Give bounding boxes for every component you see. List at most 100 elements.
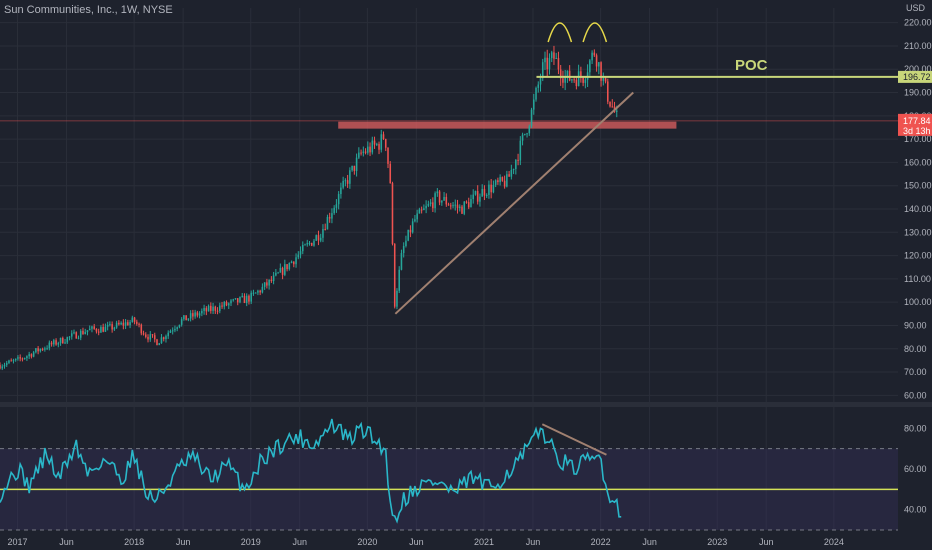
x-tick-label: 2020 [357, 537, 377, 547]
candle-body [221, 305, 223, 307]
candle-body [378, 143, 380, 150]
candle-body [519, 140, 522, 161]
candle-body [207, 305, 210, 312]
candle-body [355, 157, 358, 171]
candle-body [483, 188, 486, 196]
candle-body [234, 298, 237, 300]
rsi-y-tick-label: 60.00 [904, 464, 927, 474]
candle-body [559, 69, 562, 79]
candle-body [192, 313, 194, 317]
candle-body [470, 199, 472, 208]
y-tick-label: 110.00 [904, 274, 931, 284]
candle-body [223, 302, 226, 307]
candle-body [53, 340, 55, 345]
candle-body [443, 196, 445, 201]
price-tag-label: 177.84 [903, 116, 931, 126]
candle-body [167, 332, 169, 337]
candle-body [30, 354, 33, 357]
candle-body [607, 81, 609, 102]
price-tag [898, 113, 932, 136]
candle-body [180, 319, 183, 325]
chart-title: Sun Communities, Inc., 1W, NYSE [4, 4, 173, 16]
candle-body [232, 299, 235, 301]
x-tick-label: Jun [759, 537, 774, 547]
candle-body [219, 305, 221, 312]
candle-body [214, 306, 217, 311]
candle-body [557, 57, 560, 70]
candle-body [28, 354, 30, 357]
candle-body [86, 330, 89, 333]
x-tick-label: 2024 [824, 537, 844, 547]
candle-body [537, 84, 540, 88]
y-tick-label: 100.00 [904, 297, 932, 307]
candle-body [301, 244, 304, 252]
candle-body [185, 315, 187, 321]
candle-body [210, 305, 212, 311]
candle-body [129, 322, 131, 326]
candle-body [396, 290, 398, 307]
candle-body [156, 339, 158, 346]
candle-body [479, 196, 481, 202]
candle-body [151, 334, 154, 336]
candle-body [162, 337, 165, 340]
candle-body [41, 348, 44, 350]
double-top-arc [547, 22, 573, 43]
y-tick-label: 200.00 [904, 64, 932, 74]
grid [0, 8, 932, 530]
candle-body [463, 201, 466, 214]
trendline [394, 91, 634, 315]
y-tick-label: 170.00 [904, 134, 932, 144]
x-tick-label: 2019 [241, 537, 261, 547]
candle-body [434, 193, 436, 209]
candle-body [326, 217, 329, 230]
candle-body [351, 165, 353, 171]
rsi-divergence-line [541, 423, 607, 456]
x-tick-label: Jun [176, 537, 191, 547]
candle-body [476, 191, 479, 202]
countdown-tag-label: 3d 13h [903, 126, 931, 136]
candle-body [380, 134, 383, 150]
candle-body [212, 306, 214, 311]
x-tick-label: Jun [526, 537, 541, 547]
candle-body [230, 300, 232, 304]
candle-body [423, 208, 425, 211]
candle-body [270, 279, 273, 282]
candle-body [387, 147, 389, 164]
candle-body [452, 205, 454, 207]
candle-body [198, 313, 201, 316]
candle-body [153, 335, 156, 340]
candle-body [216, 310, 219, 312]
candle-body [140, 324, 143, 334]
double-top-arc [582, 22, 608, 43]
overlay-front-layer: POC [394, 22, 898, 315]
candle-body [288, 263, 291, 270]
candle-body [517, 159, 519, 161]
candle-body [55, 340, 57, 345]
candle-body [286, 264, 288, 270]
candle-body [411, 221, 414, 233]
y-tick-label: 80.00 [904, 344, 927, 354]
candle-body [14, 358, 17, 361]
candle-body [171, 330, 174, 332]
candle-body [488, 184, 490, 195]
candle-body [441, 200, 443, 203]
candles [0, 45, 618, 371]
candle-body [331, 213, 333, 219]
candle-body [293, 261, 295, 265]
candle-body [284, 264, 286, 275]
candle-body [571, 79, 573, 81]
candle-body [461, 206, 463, 214]
candle-body [580, 71, 582, 78]
candle-body [275, 272, 277, 276]
candle-body [353, 165, 356, 171]
candle-body [524, 133, 526, 135]
candle-body [508, 174, 510, 177]
x-tick-label: 2017 [7, 537, 27, 547]
candle-body [349, 170, 351, 184]
candle-body [418, 209, 421, 214]
candle-body [553, 52, 555, 59]
candle-body [32, 352, 35, 357]
candle-body [17, 357, 19, 359]
candle-body [364, 151, 367, 153]
